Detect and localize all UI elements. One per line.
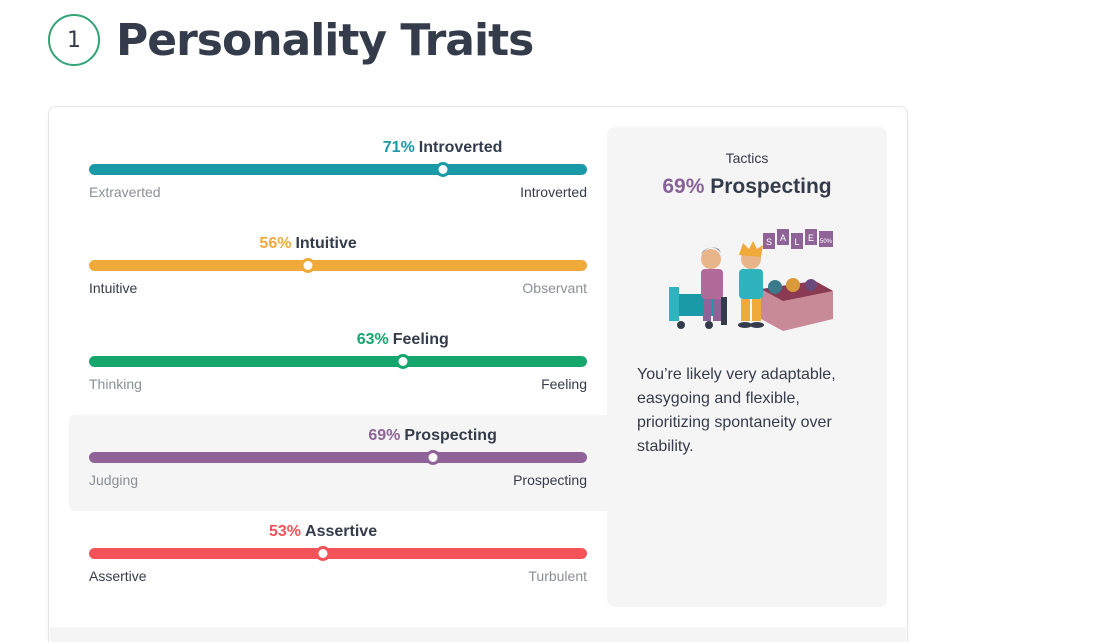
- trait-row-identity[interactable]: 53% Assertive Assertive Turbulent: [69, 511, 607, 607]
- trait-left-label: Judging: [89, 472, 139, 488]
- trait-percent: 53%: [269, 523, 302, 540]
- trait-bar[interactable]: [89, 162, 587, 177]
- trait-name: Feeling: [392, 331, 449, 348]
- section-number: 1: [48, 14, 100, 66]
- trait-row-tactics[interactable]: 69% Prospecting Judging Prospecting: [69, 415, 607, 511]
- trait-right-label: Feeling: [541, 376, 587, 392]
- trait-name: Intuitive: [295, 235, 357, 252]
- sale-tag-l: L: [794, 237, 799, 247]
- trait-bar[interactable]: [89, 258, 587, 273]
- trait-knob: [425, 450, 441, 465]
- trait-heading: 63% Feeling: [357, 331, 449, 349]
- panel-category: Tactics: [725, 150, 769, 166]
- trait-right-label: Observant: [522, 280, 587, 296]
- trait-row-energy[interactable]: 71% Introverted Extraverted Introverted: [69, 127, 607, 223]
- trait-bar[interactable]: [89, 546, 587, 561]
- panel-title: 69% Prospecting: [607, 175, 887, 199]
- trait-knob: [395, 354, 411, 369]
- trait-percent: 63%: [356, 331, 389, 348]
- sale-tag-e: E: [808, 233, 814, 243]
- trait-right-label: Introverted: [520, 184, 587, 200]
- trait-left-label: Intuitive: [89, 280, 138, 296]
- section-title: Personality Traits: [116, 14, 534, 66]
- trait-knob: [435, 162, 451, 177]
- trait-heading: 69% Prospecting: [368, 427, 497, 445]
- trait-percent: 71%: [382, 139, 415, 156]
- panel-percent: 69%: [662, 175, 705, 198]
- sale-tag-a: A: [780, 233, 786, 243]
- panel-trait: Prospecting: [710, 175, 832, 198]
- trait-knob: [300, 258, 316, 273]
- trait-percent: 56%: [259, 235, 292, 252]
- trait-left-label: Extraverted: [89, 184, 161, 200]
- card-footer: [50, 627, 906, 642]
- traits-card: 71% Introverted Extraverted Introverted 5…: [48, 106, 908, 642]
- shopping-sale-illustration: S A L E 50%: [669, 229, 833, 331]
- trait-right-label: Turbulent: [528, 568, 587, 584]
- sale-tags: S A L E 50%: [763, 229, 833, 249]
- trait-heading: 71% Introverted: [383, 139, 503, 157]
- trait-bar[interactable]: [89, 450, 587, 465]
- trait-name: Introverted: [418, 139, 503, 156]
- trait-row-mind[interactable]: 56% Intuitive Intuitive Observant: [69, 223, 607, 319]
- trait-heading: 53% Assertive: [269, 523, 377, 541]
- section-header: 1 Personality Traits: [48, 14, 534, 66]
- sale-tag-50: 50%: [820, 239, 833, 245]
- trait-right-label: Prospecting: [513, 472, 587, 488]
- trait-percent: 69%: [368, 427, 401, 444]
- trait-detail-panel: Tactics 69% Prospecting S A L E 50%: [607, 127, 887, 607]
- sale-tag-s: S: [766, 237, 772, 247]
- panel-description: You’re likely very adaptable, easygoing …: [637, 366, 836, 455]
- trait-row-nature[interactable]: 63% Feeling Thinking Feeling: [69, 319, 607, 415]
- trait-name: Assertive: [305, 523, 378, 540]
- trait-name: Prospecting: [404, 427, 497, 444]
- trait-left-label: Assertive: [89, 568, 147, 584]
- trait-knob: [315, 546, 331, 561]
- trait-left-label: Thinking: [89, 376, 142, 392]
- trait-bar[interactable]: [89, 354, 587, 369]
- trait-heading: 56% Intuitive: [259, 235, 356, 253]
